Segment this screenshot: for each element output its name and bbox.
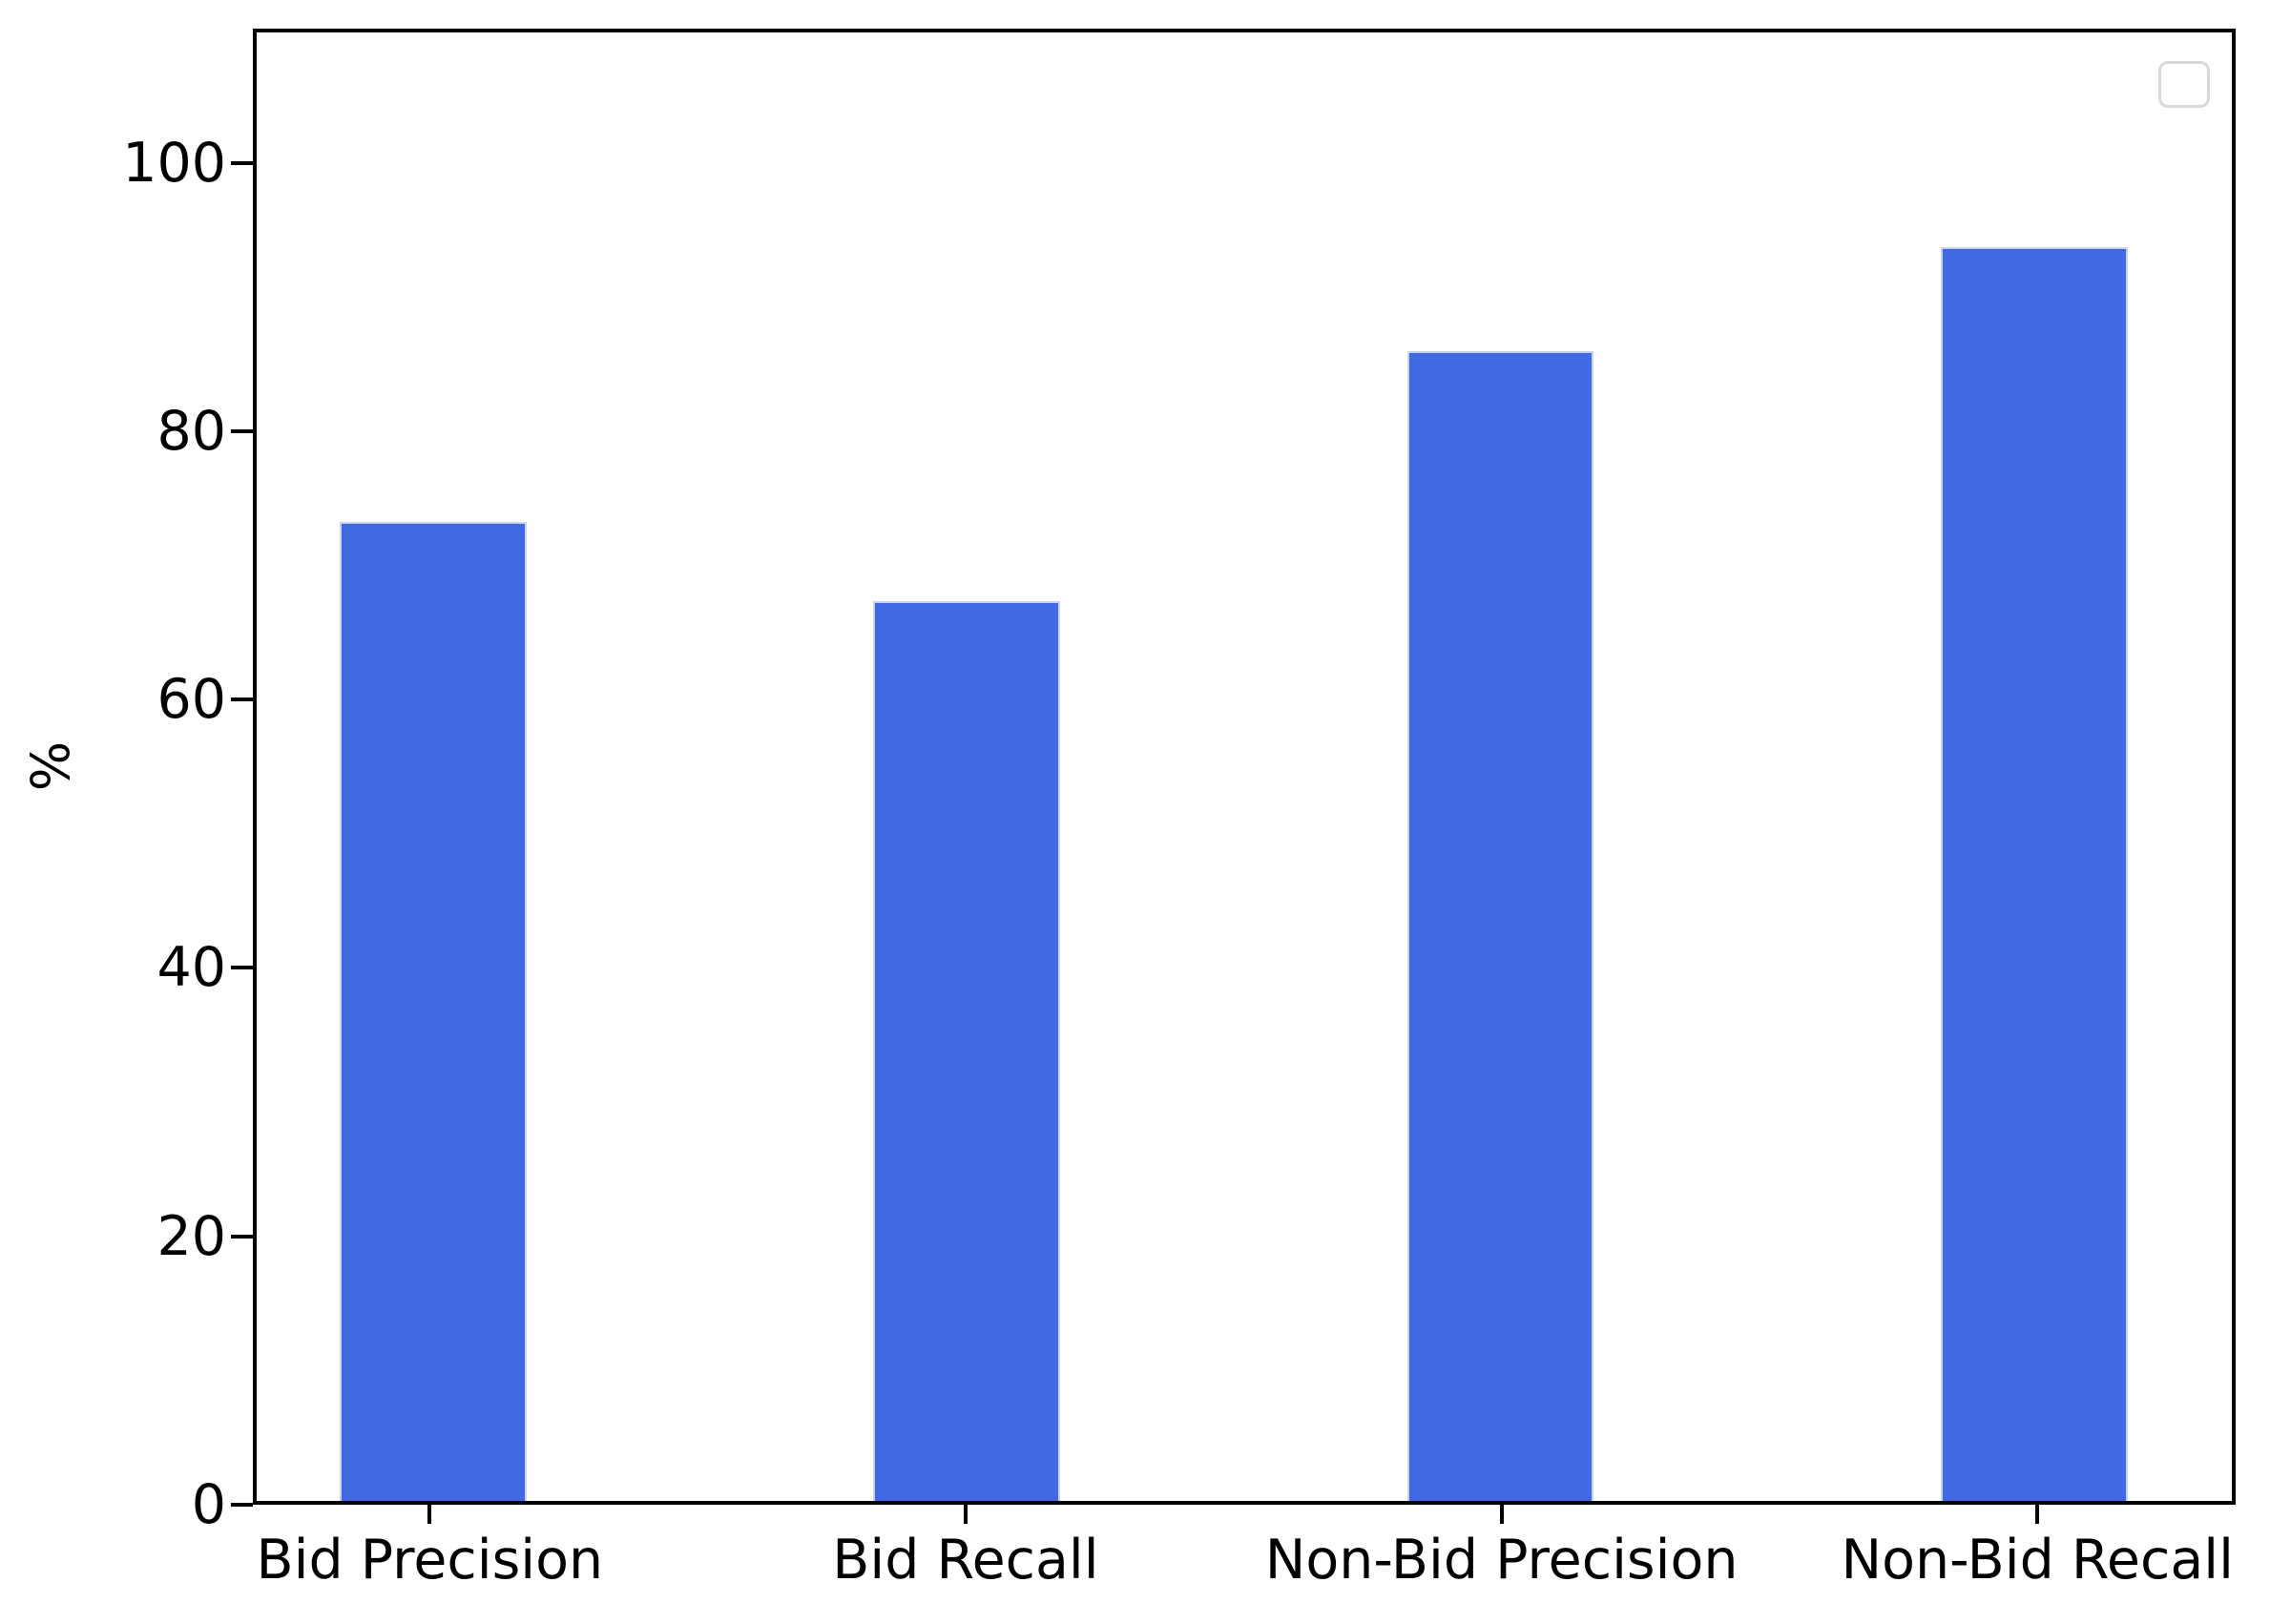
y-tick-mark (231, 1234, 253, 1239)
bar (1406, 351, 1594, 1501)
y-tick-label: 40 (156, 936, 226, 1000)
x-tick-mark (963, 1505, 968, 1524)
y-tick-label: 0 (191, 1473, 226, 1536)
x-tick-mark (427, 1505, 432, 1524)
bar (1941, 247, 2128, 1501)
x-tick-mark (2035, 1505, 2040, 1524)
y-tick-mark (231, 1503, 253, 1507)
y-tick-mark (231, 160, 253, 165)
bar (873, 601, 1060, 1501)
y-tick-label: 80 (156, 399, 226, 463)
y-tick-mark (231, 966, 253, 970)
x-tick-label: Non-Bid Recall (1841, 1529, 2234, 1592)
bar (339, 522, 527, 1501)
x-tick-label: Bid Recall (832, 1529, 1099, 1592)
y-tick-label: 100 (122, 131, 226, 195)
y-tick-mark (231, 428, 253, 433)
y-axis-label: % (20, 740, 81, 792)
x-tick-label: Non-Bid Precision (1264, 1529, 1739, 1592)
y-tick-mark (231, 697, 253, 702)
y-tick-label: 20 (156, 1204, 226, 1268)
plot-area (253, 29, 2236, 1505)
y-tick-label: 60 (156, 668, 226, 732)
x-tick-mark (1499, 1505, 1504, 1524)
x-tick-label: Bid Precision (256, 1529, 604, 1592)
legend-box (2158, 61, 2210, 108)
